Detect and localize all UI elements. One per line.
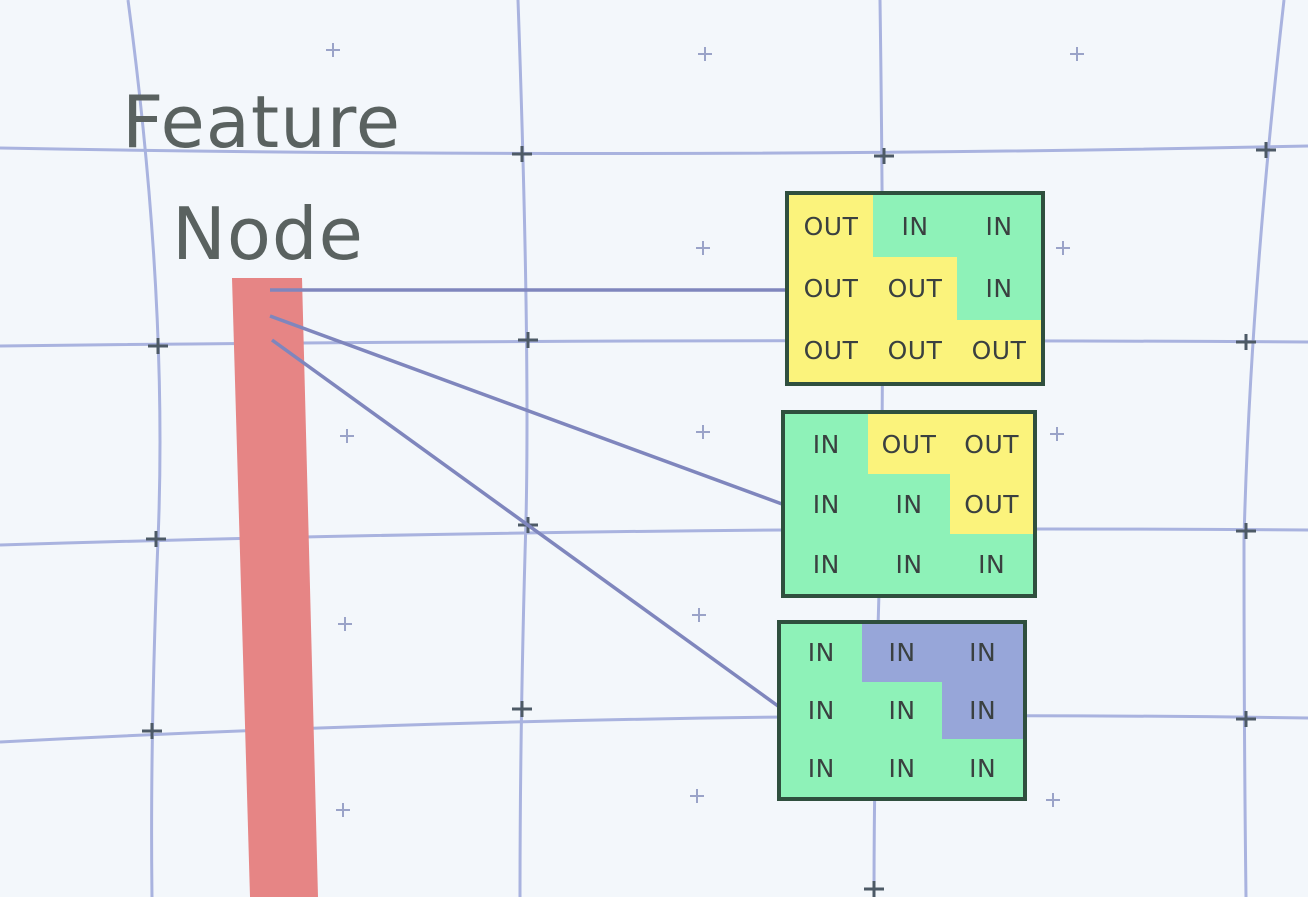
grid-cell: OUT bbox=[789, 195, 873, 258]
plus-marker bbox=[1050, 427, 1064, 441]
coverage-grid-1: OUT IN IN OUT OUT IN OUT OUT OUT bbox=[785, 191, 1045, 386]
cross-marker bbox=[146, 531, 166, 547]
cross-marker bbox=[142, 723, 162, 739]
grid-cell: OUT bbox=[789, 319, 873, 382]
grid-cell: IN bbox=[867, 534, 951, 594]
grid-cell: OUT bbox=[873, 257, 957, 320]
grid-cell: IN bbox=[950, 534, 1033, 594]
feature-node-bar bbox=[232, 278, 318, 897]
grid-cell: IN bbox=[861, 624, 943, 682]
plus-marker bbox=[336, 803, 350, 817]
grid-line-h1 bbox=[0, 144, 1308, 156]
grid-cell: IN bbox=[957, 195, 1041, 258]
connector-line-3 bbox=[270, 338, 780, 708]
grid-cell: IN bbox=[785, 534, 868, 594]
grid-line-h2 bbox=[0, 339, 1308, 348]
grid-cell: OUT bbox=[789, 257, 873, 320]
grid-cell: IN bbox=[781, 624, 862, 682]
grid-cell: IN bbox=[942, 681, 1023, 740]
grid-cell: IN bbox=[781, 739, 862, 797]
grid-cell: IN bbox=[861, 681, 943, 740]
grid-crosses bbox=[142, 142, 1276, 897]
cross-marker bbox=[1236, 334, 1256, 350]
grid-line-h3 bbox=[0, 527, 1308, 547]
grid-cell: IN bbox=[942, 739, 1023, 797]
plus-marker bbox=[698, 47, 712, 61]
grid-cell: OUT bbox=[867, 414, 951, 474]
grid-cell: OUT bbox=[957, 319, 1041, 382]
plus-marker bbox=[1046, 793, 1060, 807]
cross-marker bbox=[874, 148, 894, 164]
grid-cell: OUT bbox=[950, 474, 1033, 534]
grid-cell: IN bbox=[957, 257, 1041, 320]
cross-marker bbox=[1256, 142, 1276, 158]
plus-marker bbox=[690, 789, 704, 803]
grid-cell: IN bbox=[785, 414, 868, 474]
grid-cell: OUT bbox=[873, 319, 957, 382]
grid-cell: IN bbox=[942, 624, 1023, 682]
coverage-grid-3: IN IN IN IN IN IN IN IN IN bbox=[777, 620, 1027, 801]
feature-node-title-line2: Node bbox=[172, 192, 364, 276]
grid-cell: IN bbox=[861, 739, 943, 797]
cross-marker bbox=[512, 701, 532, 717]
feature-node-title-line1: Feature bbox=[122, 80, 402, 164]
grid-line-v1 bbox=[126, 0, 162, 897]
plus-marker bbox=[696, 425, 710, 439]
cross-marker bbox=[864, 881, 884, 897]
plus-markers bbox=[326, 43, 1084, 817]
cross-marker bbox=[148, 338, 168, 354]
coverage-grid-2: IN OUT OUT IN IN OUT IN IN IN bbox=[781, 410, 1037, 598]
grid-line-v4 bbox=[1242, 0, 1286, 897]
plus-marker bbox=[340, 429, 354, 443]
plus-marker bbox=[1056, 241, 1070, 255]
connectors bbox=[269, 288, 786, 708]
grid-cell: IN bbox=[873, 195, 957, 258]
plus-marker bbox=[1070, 47, 1084, 61]
cross-marker bbox=[1236, 523, 1256, 539]
grid-line-h4 bbox=[0, 714, 1308, 744]
plus-marker bbox=[696, 241, 710, 255]
connector-line-2 bbox=[269, 314, 783, 506]
cross-marker bbox=[1236, 711, 1256, 727]
cross-marker bbox=[518, 332, 538, 348]
plus-marker bbox=[692, 608, 706, 622]
plus-marker bbox=[338, 617, 352, 631]
grid-cell: IN bbox=[867, 474, 951, 534]
cross-marker bbox=[512, 146, 532, 162]
plus-marker bbox=[326, 43, 340, 57]
grid-cell: OUT bbox=[950, 414, 1033, 474]
grid-cell: IN bbox=[785, 474, 868, 534]
grid-cell: IN bbox=[781, 681, 862, 740]
grid-line-v2 bbox=[516, 0, 529, 897]
